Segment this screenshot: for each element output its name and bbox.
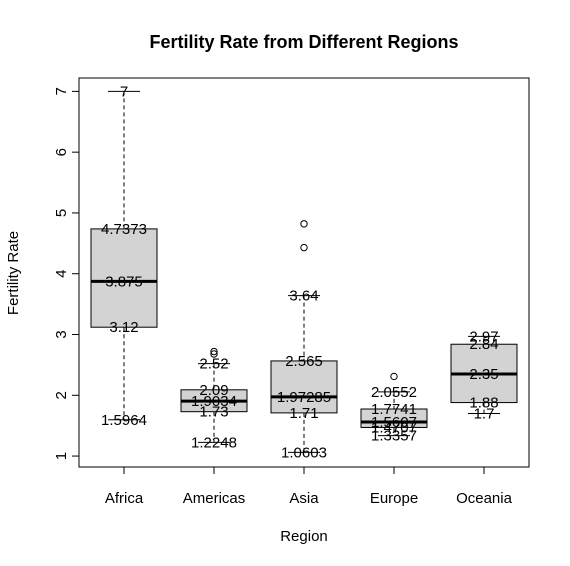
y-tick-label: 1	[53, 452, 70, 460]
value-label: 2.09	[199, 382, 228, 399]
x-tick-label: Asia	[289, 490, 319, 507]
value-label: 3.64	[289, 288, 318, 305]
value-label: 1.97285	[277, 389, 331, 406]
value-label: 1.2248	[191, 434, 237, 451]
chart-title: Fertility Rate from Different Regions	[149, 32, 458, 52]
value-label: 2.35	[469, 366, 498, 383]
value-label: 2.52	[199, 356, 228, 373]
y-tick-label: 5	[53, 209, 70, 217]
outlier-point	[390, 372, 398, 381]
plot-area: 1 2 3 4 5 6 7 Africa Americas Asia Europe Oceania 7 4…	[53, 77, 530, 507]
value-label: 2.565	[285, 353, 323, 370]
value-label: 1.7741	[371, 401, 417, 418]
value-label: 4.7373	[101, 221, 147, 238]
x-axis-label: Region	[280, 528, 328, 545]
iqr-box	[270, 360, 338, 414]
value-label: 1.9034	[191, 393, 237, 410]
value-label: 1.73	[199, 404, 228, 421]
y-tick-label: 4	[53, 270, 70, 278]
outlier-point	[210, 347, 218, 356]
outlier-point	[210, 350, 218, 358]
x-tick-label: Americas	[183, 490, 246, 507]
value-label: 3.875	[105, 273, 143, 290]
value-label: 1.5964	[101, 412, 147, 429]
value-label: 1.3357	[371, 428, 417, 445]
value-label: 1.7	[474, 406, 495, 423]
x-tick-label: Europe	[370, 490, 418, 507]
value-label: 1.0603	[281, 444, 327, 461]
value-label: 7	[120, 83, 128, 100]
value-label: 2.84	[469, 336, 498, 353]
value-label: 3.12	[109, 319, 138, 336]
value-label: 1.5607	[371, 414, 417, 431]
iqr-box	[90, 228, 158, 328]
value-label: 1.88	[469, 395, 498, 412]
x-tick-label: Africa	[105, 490, 144, 507]
value-label: 1.71	[289, 405, 318, 422]
outlier-point	[300, 220, 308, 228]
y-tick-label: 2	[53, 391, 70, 399]
x-tick-label: Oceania	[456, 490, 513, 507]
y-tick-label: 6	[53, 148, 70, 156]
value-label: 2.97	[469, 328, 498, 345]
outlier-point	[300, 243, 308, 252]
value-label: 2.0552	[371, 384, 417, 401]
y-tick-label: 7	[53, 87, 70, 95]
value-label: 1.4707	[371, 419, 417, 436]
y-axis-label: Fertility Rate	[5, 231, 22, 315]
y-tick-label: 3	[53, 330, 70, 338]
